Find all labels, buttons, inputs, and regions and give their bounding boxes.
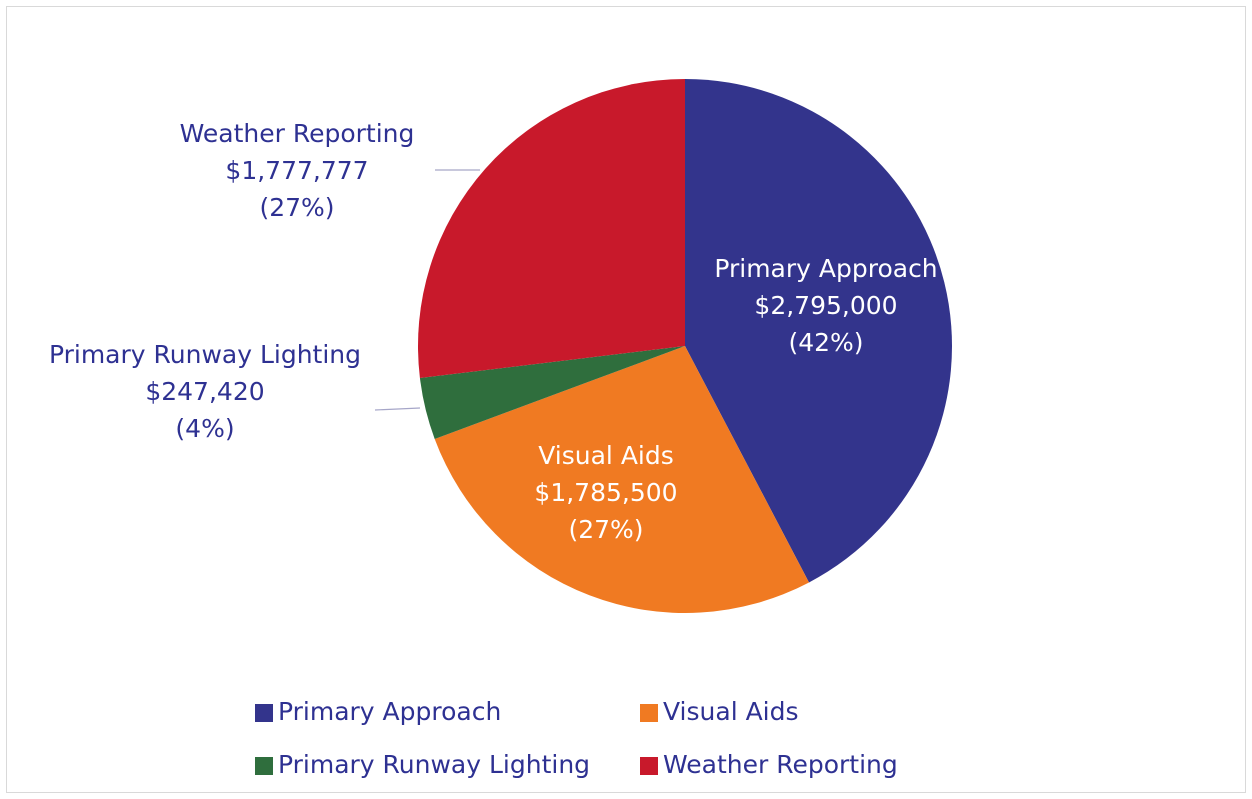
legend-swatch xyxy=(640,757,658,775)
legend-label: Primary Approach xyxy=(278,697,501,726)
data-label: $1,777,777 xyxy=(225,156,368,185)
legend-label: Primary Runway Lighting xyxy=(278,750,590,779)
data-label: Primary Approach xyxy=(714,254,937,283)
data-label: Visual Aids xyxy=(538,441,674,470)
data-label: (27%) xyxy=(568,515,643,544)
legend-label: Visual Aids xyxy=(663,697,799,726)
data-label: $2,795,000 xyxy=(754,291,897,320)
data-label: (4%) xyxy=(175,414,234,443)
pie-slice xyxy=(418,79,685,379)
legend-swatch xyxy=(255,704,273,722)
data-label: $247,420 xyxy=(145,377,264,406)
leader-line xyxy=(374,407,421,411)
data-label: Weather Reporting xyxy=(180,119,415,148)
data-label: $1,785,500 xyxy=(534,478,677,507)
legend-swatch xyxy=(640,704,658,722)
pie-slice xyxy=(685,79,952,583)
pie-slice xyxy=(434,346,810,613)
data-label: Primary Runway Lighting xyxy=(49,340,361,369)
data-label: (42%) xyxy=(788,328,863,357)
legend-swatch xyxy=(255,757,273,775)
data-label: (27%) xyxy=(259,193,334,222)
pie-slice xyxy=(419,346,685,439)
legend-label: Weather Reporting xyxy=(663,750,898,779)
